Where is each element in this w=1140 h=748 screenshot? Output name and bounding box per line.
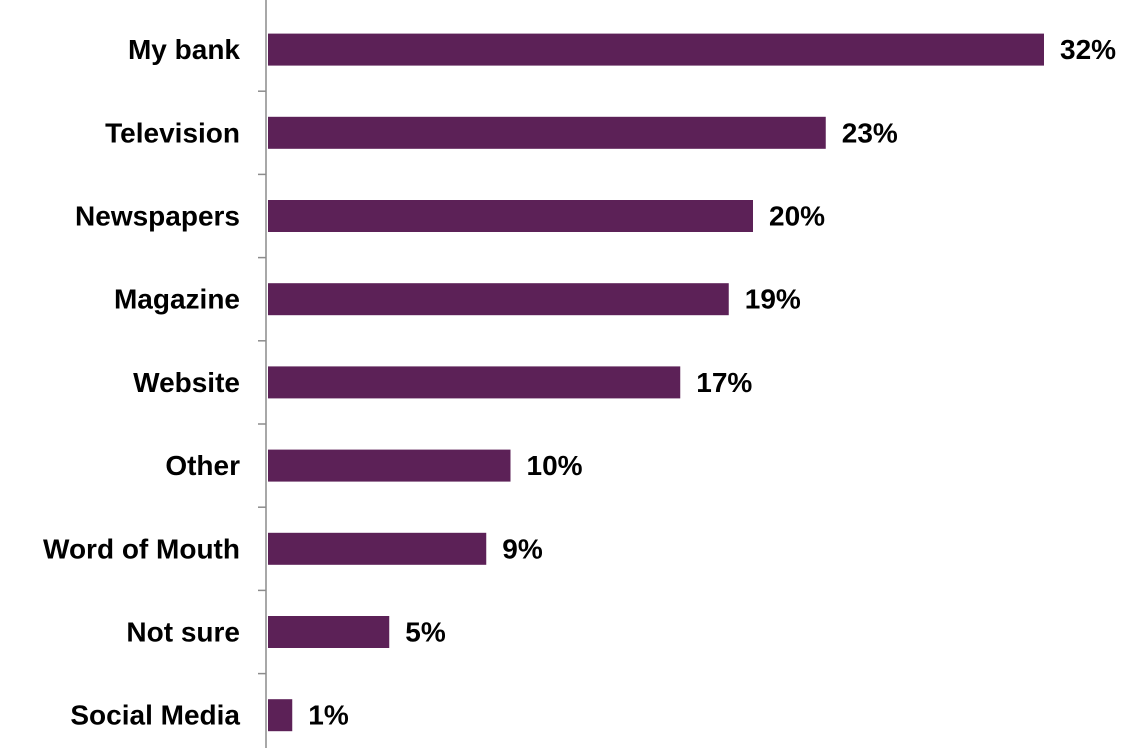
value-label: 5% xyxy=(405,617,446,648)
value-label: 20% xyxy=(769,201,825,232)
value-label: 32% xyxy=(1060,34,1116,65)
value-label: 23% xyxy=(842,117,898,148)
category-label: Word of Mouth xyxy=(43,533,240,564)
category-label: Newspapers xyxy=(75,201,240,232)
category-label: Other xyxy=(165,450,240,481)
value-label: 17% xyxy=(696,367,752,398)
category-label: Social Media xyxy=(70,700,240,731)
y-axis-ticks xyxy=(258,90,266,675)
category-label: Television xyxy=(105,117,240,148)
category-label: Not sure xyxy=(126,617,240,648)
bar xyxy=(268,449,511,482)
value-label: 1% xyxy=(308,700,349,731)
bar xyxy=(268,33,1044,66)
category-label: My bank xyxy=(128,34,240,65)
bar xyxy=(268,532,487,565)
bar xyxy=(268,366,681,399)
bar xyxy=(268,200,753,232)
bar xyxy=(268,283,729,316)
category-label: Website xyxy=(133,367,240,398)
value-label: 10% xyxy=(527,450,583,481)
bar xyxy=(268,616,390,648)
category-labels-group: My bank Television Newspapers Magazine Websi… xyxy=(43,34,240,731)
bars-group xyxy=(268,33,1044,732)
value-labels-group: 32% 23% 20% 19% 17% 10% 9% 5% 1% xyxy=(308,34,1116,731)
value-label: 19% xyxy=(745,284,801,315)
value-label: 9% xyxy=(502,533,543,564)
bar xyxy=(268,116,826,149)
category-label: Magazine xyxy=(114,284,240,315)
bar xyxy=(268,699,293,732)
